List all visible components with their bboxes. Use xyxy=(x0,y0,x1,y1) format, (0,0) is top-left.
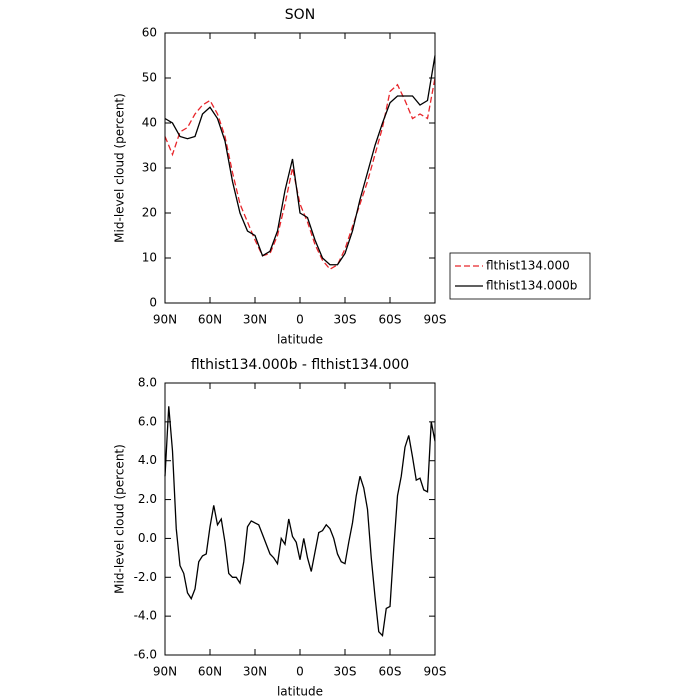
y-tick-label: 10 xyxy=(142,251,157,265)
x-tick-label: 60N xyxy=(198,665,222,679)
y-tick-label: -4.0 xyxy=(134,609,157,623)
x-tick-label: 90S xyxy=(424,665,447,679)
plot-frame xyxy=(164,32,436,304)
x-tick-label: 90S xyxy=(424,313,447,327)
x-tick-label: 90N xyxy=(153,665,177,679)
y-tick-label: 0.0 xyxy=(138,531,157,545)
y-tick-label: 6.0 xyxy=(138,414,157,428)
y-tick-label: 8.0 xyxy=(138,376,157,390)
y-tick-label: 60 xyxy=(142,26,157,40)
y-tick-label: 2.0 xyxy=(138,492,157,506)
x-axis-label: latitude xyxy=(277,685,323,699)
y-tick-label: -2.0 xyxy=(134,570,157,584)
chart-title: SON xyxy=(285,7,315,23)
y-axis-label: Mid-level cloud (percent) xyxy=(113,444,127,594)
data-line xyxy=(164,406,436,637)
x-tick-label: 60S xyxy=(379,313,402,327)
legend-box xyxy=(449,252,591,300)
y-tick-label: 0 xyxy=(149,296,157,310)
data-line xyxy=(164,77,436,271)
x-tick-label: 0 xyxy=(296,313,304,327)
y-tick-label: 4.0 xyxy=(138,453,157,467)
x-tick-label: 90N xyxy=(153,313,177,327)
x-tick-label: 0 xyxy=(296,665,304,679)
x-tick-label: 30N xyxy=(243,665,267,679)
y-tick-label: 20 xyxy=(142,206,157,220)
y-tick-label: 50 xyxy=(142,71,157,85)
plot-frame xyxy=(164,382,436,656)
data-line xyxy=(164,55,436,266)
x-tick-label: 30S xyxy=(334,665,357,679)
x-tick-label: 60N xyxy=(198,313,222,327)
y-tick-label: 30 xyxy=(142,161,157,175)
x-tick-label: 30N xyxy=(243,313,267,327)
y-tick-label: -6.0 xyxy=(134,648,157,662)
chart-title: flthist134.000b - flthist134.000 xyxy=(191,357,409,373)
y-tick-label: 40 xyxy=(142,116,157,130)
legend-label: flthist134.000 xyxy=(486,259,570,273)
x-tick-label: 30S xyxy=(334,313,357,327)
legend-label: flthist134.000b xyxy=(486,279,577,293)
x-axis-label: latitude xyxy=(277,333,323,347)
y-axis-label: Mid-level cloud (percent) xyxy=(113,93,127,243)
x-tick-label: 60S xyxy=(379,665,402,679)
